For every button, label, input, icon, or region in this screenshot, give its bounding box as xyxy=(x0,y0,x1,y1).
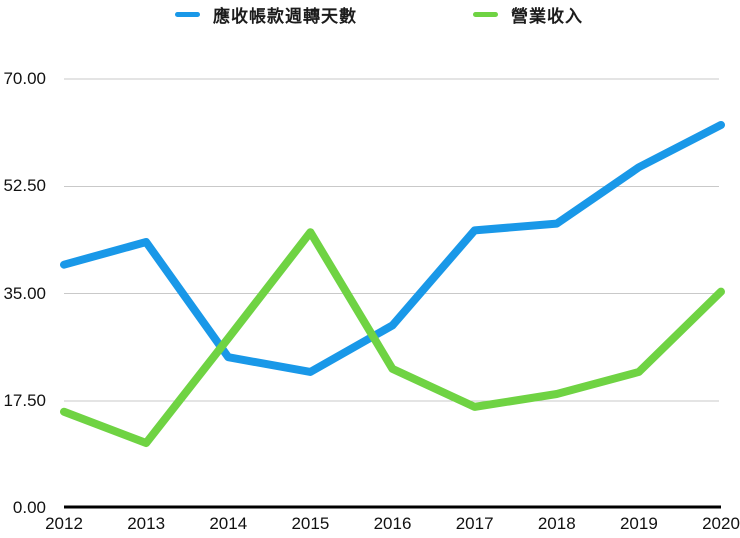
x-tick-label-2020: 2020 xyxy=(702,514,740,533)
x-tick-label-2017: 2017 xyxy=(455,514,494,533)
y-tick-label-35.00: 35.00 xyxy=(3,283,46,303)
y-tick-label-0.00: 0.00 xyxy=(12,498,46,517)
legend-item-revenue: 營業收入 xyxy=(473,4,583,26)
legend-swatch-blue-icon xyxy=(175,11,200,17)
x-tick-label-2014: 2014 xyxy=(209,514,248,533)
legend-swatch-green-icon xyxy=(473,11,498,17)
x-tick-label-2019: 2019 xyxy=(619,514,658,533)
x-tick-label-2018: 2018 xyxy=(537,514,576,533)
x-tick-label-2013: 2013 xyxy=(127,514,166,533)
legend-label-receivable-days: 應收帳款週轉天數 xyxy=(213,6,357,26)
legend-label-revenue: 營業收入 xyxy=(511,6,583,26)
y-tick-label-17.50: 17.50 xyxy=(3,390,46,410)
x-tick-label-2016: 2016 xyxy=(373,514,412,533)
legend-item-receivable-days: 應收帳款週轉天數 xyxy=(175,4,357,26)
y-tick-label-52.50: 52.50 xyxy=(3,176,46,196)
series-line-1 xyxy=(60,228,725,448)
x-tick-label-2012: 2012 xyxy=(45,514,83,533)
series-line-0 xyxy=(60,120,725,376)
y-tick-label-70.00: 70.00 xyxy=(3,69,46,88)
x-tick-label-2015: 2015 xyxy=(291,514,330,533)
